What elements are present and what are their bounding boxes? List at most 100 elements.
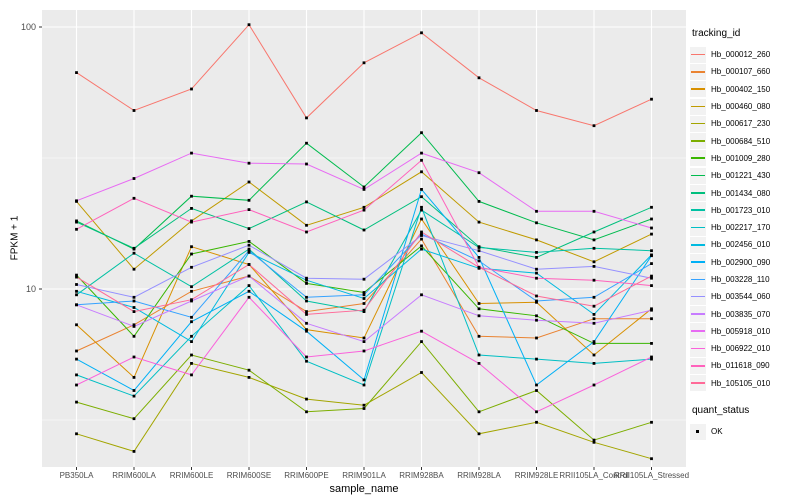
data-point	[305, 276, 308, 280]
data-point	[535, 294, 538, 298]
data-point	[535, 256, 538, 259]
data-point	[190, 340, 193, 343]
x-tick-label: RRIM928LE	[515, 471, 559, 480]
legend-key-line	[690, 46, 706, 63]
legend-key-color-line	[691, 243, 705, 246]
data-point	[650, 357, 653, 361]
data-point	[362, 383, 366, 387]
data-point	[535, 209, 538, 213]
data-point	[132, 267, 136, 271]
data-point	[190, 87, 193, 91]
legend-key-line	[690, 375, 706, 392]
data-point	[477, 200, 481, 203]
data-point	[650, 457, 653, 461]
data-point	[592, 260, 596, 264]
data-point	[477, 353, 481, 357]
data-point	[650, 355, 653, 359]
data-point	[247, 227, 251, 230]
data-point	[132, 196, 136, 200]
data-point	[592, 353, 596, 357]
data-point	[477, 220, 481, 224]
data-point	[420, 244, 423, 248]
y-tick-label: 10	[26, 284, 36, 294]
legend-item-label: Hb_005918_010	[711, 326, 771, 336]
legend-key-line	[690, 323, 706, 340]
data-point	[305, 295, 308, 299]
data-point	[535, 299, 538, 303]
data-point	[592, 340, 596, 343]
legend-key-line	[690, 219, 706, 236]
data-point	[305, 116, 308, 120]
data-point	[362, 208, 366, 212]
x-tick-label: RRIM901LA	[342, 471, 386, 480]
legend-group-quant-status: quant_status OK	[690, 405, 798, 440]
legend-key-color-line	[691, 261, 705, 263]
data-point	[420, 151, 423, 155]
x-tick-label: RRIM600LE	[170, 471, 214, 480]
legend-title-quant-status: quant_status	[692, 404, 750, 416]
data-point	[477, 171, 481, 175]
legend-item-label: Hb_001434_080	[711, 188, 771, 198]
legend-key-color-line	[691, 88, 705, 90]
data-point	[420, 230, 423, 234]
data-point	[420, 234, 423, 237]
data-point	[362, 310, 366, 313]
legend-item-label: Hb_001723_010	[711, 205, 771, 215]
legend-item: Hb_003835_070	[690, 305, 798, 323]
data-point	[190, 265, 193, 269]
data-point	[305, 355, 308, 359]
data-point	[592, 317, 596, 321]
data-point	[592, 438, 596, 442]
legend-key-line	[690, 202, 706, 219]
data-point	[362, 228, 366, 232]
data-point	[247, 247, 251, 251]
legend-item-label: OK	[711, 427, 723, 437]
legend-key-square	[690, 423, 706, 440]
data-point	[75, 283, 78, 286]
data-point	[592, 209, 596, 213]
data-point	[132, 355, 136, 359]
data-point	[247, 274, 251, 278]
legend-key-color-line	[691, 174, 705, 177]
data-point	[305, 397, 308, 401]
data-point	[362, 291, 366, 294]
data-point	[650, 342, 653, 345]
data-point	[247, 23, 251, 27]
data-point	[477, 410, 481, 414]
legend-item-label: Hb_002900_090	[711, 257, 771, 267]
data-point	[132, 389, 136, 392]
data-point	[420, 31, 423, 35]
legend-item: Hb_000617_230	[690, 115, 798, 132]
data-point	[592, 440, 596, 444]
data-point	[75, 349, 78, 353]
y-axis-title: FPKM + 1	[9, 215, 21, 261]
data-point	[247, 198, 251, 202]
data-point	[650, 276, 653, 280]
data-point	[362, 61, 366, 65]
legend-item-label: Hb_000012_260	[711, 50, 771, 60]
legend-item: Hb_003544_060	[690, 288, 798, 305]
legend-key-color-line	[691, 313, 705, 315]
legend-item-label: Hb_011618_090	[711, 361, 770, 371]
data-point	[535, 314, 538, 318]
legend-key-line	[690, 167, 706, 184]
data-point	[75, 275, 78, 279]
data-point	[362, 308, 366, 312]
data-point	[650, 205, 653, 209]
data-point	[420, 195, 423, 199]
data-point	[75, 227, 78, 231]
data-point	[362, 277, 366, 281]
data-point	[132, 246, 136, 250]
x-tick-label: PB350LA	[60, 471, 94, 480]
data-point	[477, 432, 481, 436]
data-point	[650, 420, 653, 424]
x-tick-label: RRIM600LA	[112, 471, 156, 480]
legend-key-color-line	[691, 278, 705, 281]
legend-key-color-line	[691, 295, 705, 298]
legend-item: Hb_006922_010	[690, 340, 798, 357]
data-point	[535, 267, 538, 271]
x-axis-title: sample_name	[329, 483, 399, 495]
legend-item: Hb_001221_430	[690, 167, 798, 184]
data-point	[132, 251, 136, 255]
